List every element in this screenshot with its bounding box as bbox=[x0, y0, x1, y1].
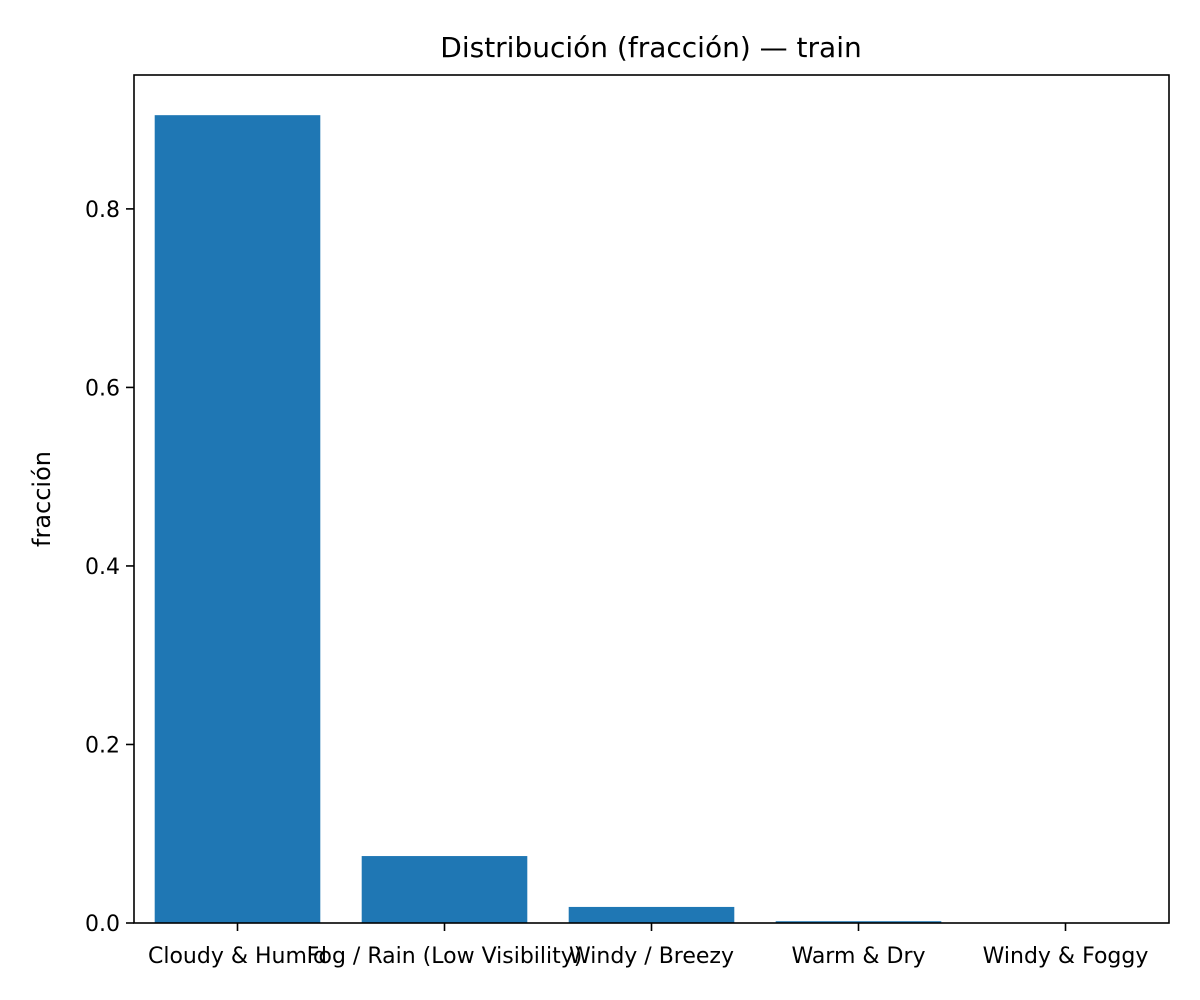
x-tick-label-4: Windy & Foggy bbox=[983, 944, 1149, 969]
y-tick-label-1: 0.2 bbox=[85, 733, 120, 758]
bar-2 bbox=[568, 906, 735, 923]
x-tick-label-0: Cloudy & Humid bbox=[148, 944, 327, 969]
y-tick-label-4: 0.8 bbox=[85, 198, 120, 223]
chart-title: Distribución (fracción) — train bbox=[440, 31, 861, 64]
bars-group bbox=[154, 115, 1149, 924]
y-tick-label-3: 0.6 bbox=[85, 376, 120, 401]
y-tick-label-2: 0.4 bbox=[85, 555, 120, 580]
x-tick-label-3: Warm & Dry bbox=[791, 944, 925, 969]
y-axis-label: fracción bbox=[28, 451, 56, 547]
y-tick-label-0: 0.0 bbox=[85, 912, 120, 937]
bar-0 bbox=[154, 115, 321, 924]
x-tick-label-1: Fog / Rain (Low Visibility) bbox=[307, 944, 583, 969]
plot-frame bbox=[133, 74, 1170, 924]
x-tick-label-2: Windy / Breezy bbox=[569, 944, 734, 969]
bar-3 bbox=[775, 921, 942, 923]
bar-1 bbox=[361, 856, 528, 923]
y-axis-ticks: 0.0 0.2 0.4 0.6 0.8 bbox=[85, 198, 134, 937]
